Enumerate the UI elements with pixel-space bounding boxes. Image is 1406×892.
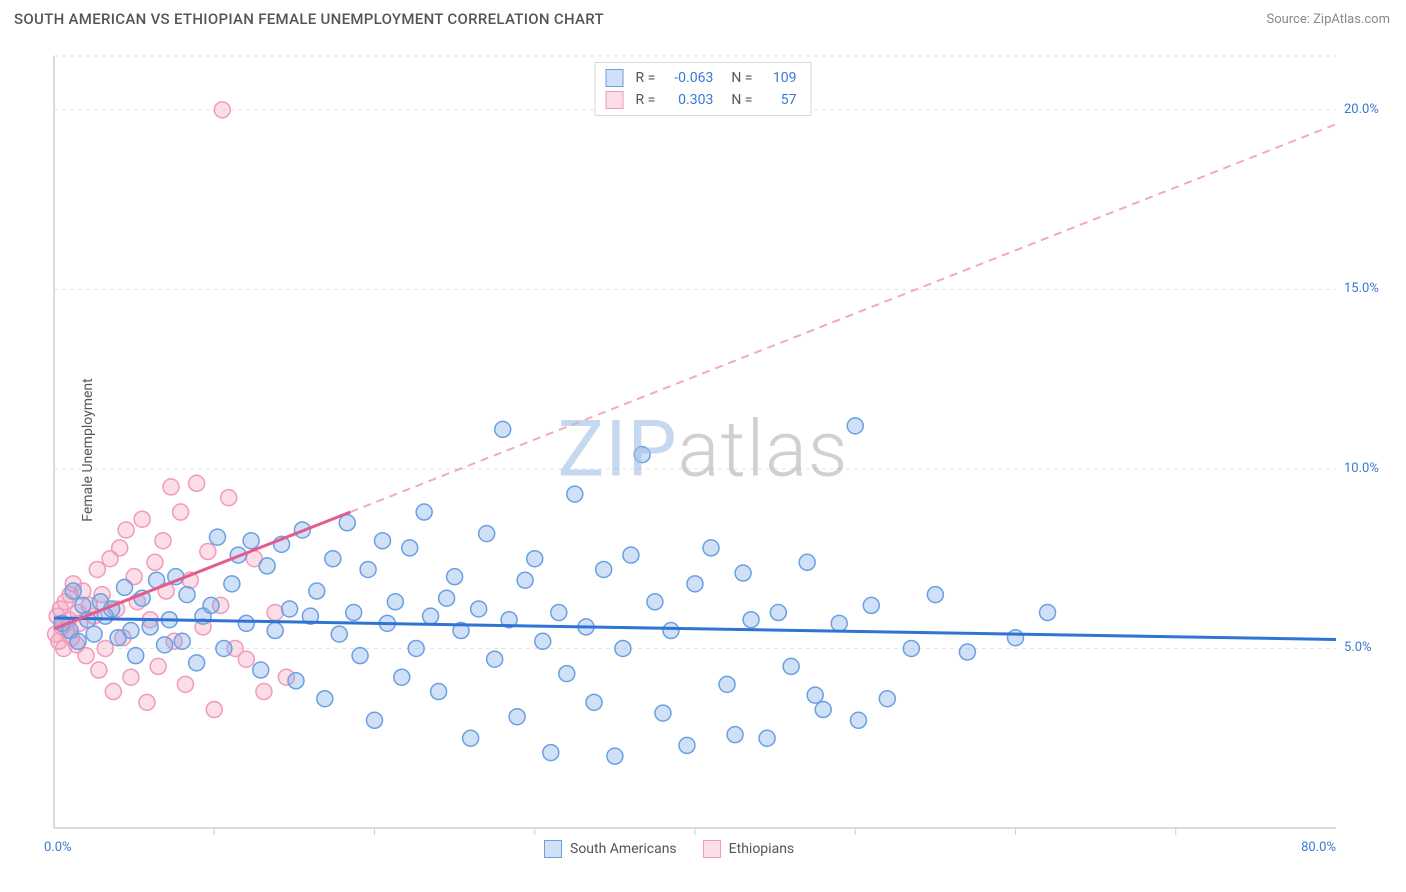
n-label: N = [731,89,752,111]
legend-label-ethiopian: Ethiopians [729,841,794,857]
legend-row-south-american: R = -0.063 N = 109 [606,67,797,89]
y-tick-label: 10.0% [1344,461,1379,476]
scatter-chart [14,40,1392,860]
correlation-legend: R = -0.063 N = 109 R = 0.303 N = 57 [595,62,812,116]
chart-area: Female Unemployment ZIPatlas R = -0.063 … [14,40,1392,860]
n-value-south-american: 109 [760,67,796,89]
legend-label-south-american: South Americans [570,841,677,857]
y-tick-label: 5.0% [1344,640,1372,655]
swatch-ethiopian-icon [703,840,721,858]
swatch-south-american-icon [544,840,562,858]
series-legend: South Americans Ethiopians [544,840,794,858]
r-label: R = [636,67,656,89]
r-value-ethiopian: 0.303 [663,89,713,111]
chart-title: SOUTH AMERICAN VS ETHIOPIAN FEMALE UNEMP… [14,10,604,28]
r-label: R = [636,89,656,111]
legend-row-ethiopian: R = 0.303 N = 57 [606,89,797,111]
r-value-south-american: -0.063 [663,67,713,89]
legend-item-south-american: South Americans [544,840,677,858]
chart-source: Source: ZipAtlas.com [1266,12,1390,27]
n-value-ethiopian: 57 [760,89,796,111]
n-label: N = [731,67,752,89]
swatch-south-american [606,69,624,87]
x-tick-label: 0.0% [44,840,72,855]
swatch-ethiopian [606,91,624,109]
y-tick-label: 20.0% [1344,102,1379,117]
chart-header: SOUTH AMERICAN VS ETHIOPIAN FEMALE UNEMP… [0,0,1406,34]
legend-item-ethiopian: Ethiopians [703,840,794,858]
x-tick-label: 80.0% [1301,840,1336,855]
y-tick-label: 15.0% [1344,281,1379,296]
